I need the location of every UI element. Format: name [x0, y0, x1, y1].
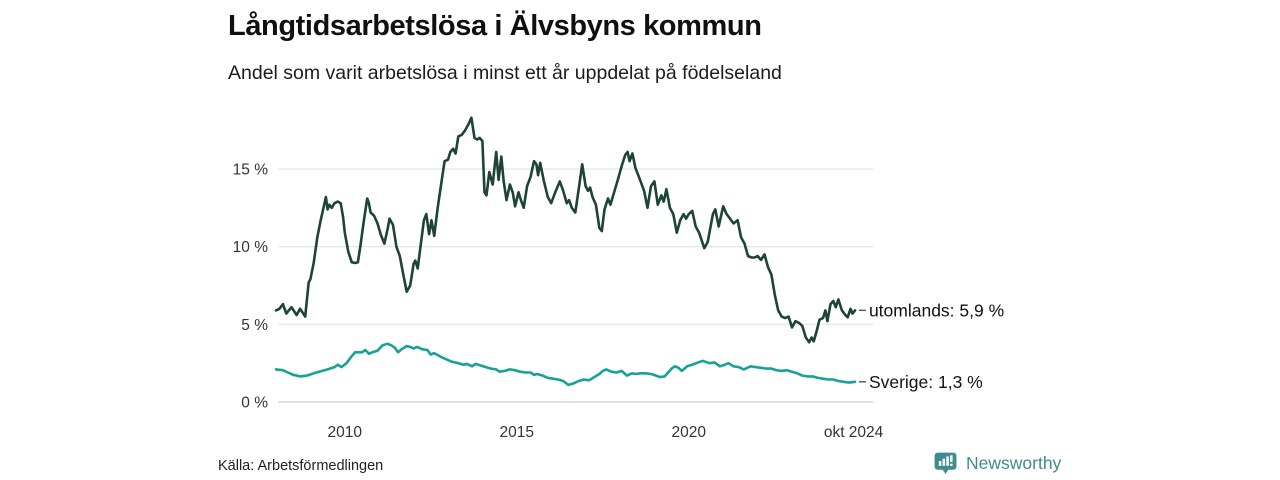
- x-tick-label: 2015: [500, 424, 534, 441]
- source-note: Källa: Arbetsförmedlingen: [218, 458, 384, 474]
- newsworthy-logo-icon: [934, 452, 957, 474]
- series-end-label-Sverige: Sverige: 1,3 %: [869, 372, 983, 392]
- series-line-utomlands: [274, 116, 857, 344]
- y-tick-label: 10 %: [233, 239, 269, 256]
- y-tick-label: 0 %: [241, 395, 268, 412]
- page-title: Långtidsarbetslösa i Älvsbyns kommun: [228, 10, 762, 42]
- brand-name: Newsworthy: [966, 453, 1062, 473]
- y-tick-label: 5 %: [241, 317, 268, 334]
- x-tick-label: 2010: [328, 424, 363, 441]
- x-tick-label: 2020: [672, 424, 707, 441]
- y-tick-label: 15 %: [233, 162, 269, 179]
- series-end-label-utomlands: utomlands: 5,9 %: [869, 300, 1004, 320]
- chart-subtitle: Andel som varit arbetslösa i minst ett å…: [228, 62, 782, 84]
- x-tick-label: okt 2024: [824, 424, 884, 441]
- series-line-Sverige: [274, 342, 857, 387]
- brand-footer: Newsworthy: [933, 451, 1061, 476]
